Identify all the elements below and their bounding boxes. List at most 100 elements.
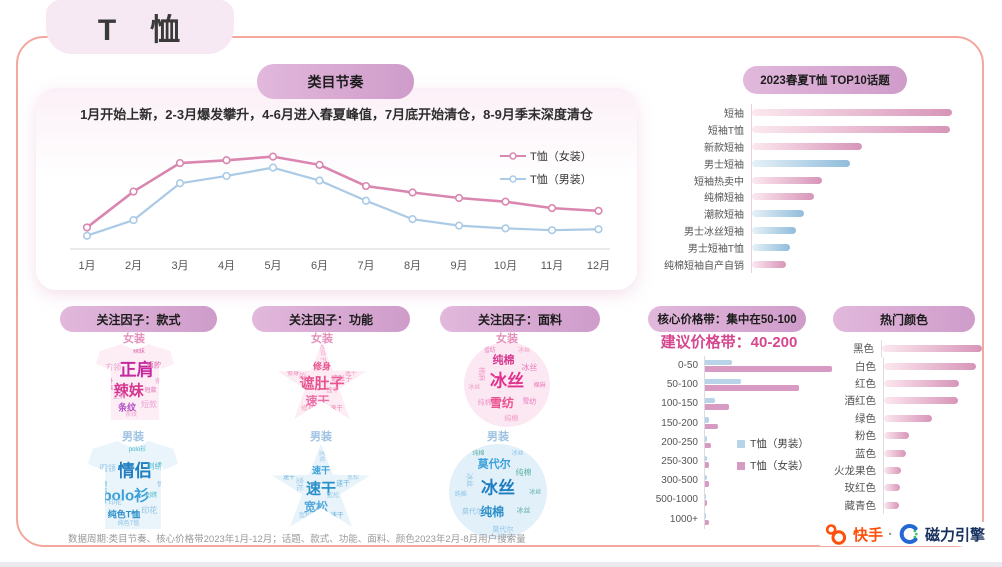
cloud-word: 纯棉 — [472, 450, 485, 457]
x-tick-label: 7月 — [357, 260, 374, 272]
color-bar — [884, 397, 958, 405]
cloud-word: 刺绣 — [147, 460, 163, 470]
topic-bar-area — [751, 205, 958, 223]
color-bar — [884, 379, 959, 387]
topic-bar — [752, 142, 862, 150]
color-bar-area — [883, 479, 982, 497]
data-point-marker — [175, 179, 185, 188]
cloud-word: 速干 — [344, 370, 357, 377]
topic-bar-area — [751, 137, 958, 155]
price-row: 250-300 — [640, 451, 840, 472]
price-bar-men — [705, 436, 707, 442]
cloud-word: 雪纺 — [483, 347, 496, 354]
topic-label: 短袖 — [724, 108, 744, 120]
cloud-word: 修身 — [312, 361, 332, 372]
cloud-word: 冰丝 — [518, 347, 531, 354]
price-bar-men — [705, 513, 707, 519]
color-row: 藏青色 — [822, 496, 982, 514]
cloud-word: 冰丝 — [465, 473, 473, 488]
cloud-word: 冰丝 — [468, 384, 481, 391]
price-legend-label-women: T恤（女装） — [750, 460, 809, 472]
cloud-word: 圆领 — [99, 480, 107, 494]
x-tick-label: 5月 — [264, 260, 281, 272]
top10-topics-chart: 短袖 短袖T恤 新款短袖 男士短袖 短袖热卖中 纯棉短袖 潮款短袖 男士冰丝短袖 男士短袖T恤纯… — [648, 104, 958, 273]
legend-item-women: T恤（女装） — [500, 148, 592, 164]
cloud-word: 莫代尔 — [477, 458, 511, 471]
cloud-word: 莫代尔 — [492, 526, 514, 533]
price-row: 1000+ — [640, 509, 840, 529]
price-bar-women — [705, 500, 707, 506]
style-female-wordcloud: 正肩 辣妹 条纹 方领 短款 短款 方领 条纹 辣妹 正肩 短款 条纹 — [96, 344, 174, 420]
price-tick-label: 300-500 — [661, 475, 698, 487]
color-label: 粉色 — [855, 430, 876, 443]
topic-label: 纯棉短袖自产自销 — [664, 260, 744, 272]
price-bar-men — [705, 493, 707, 500]
factor-function-header: 关注因子：功能 — [252, 306, 410, 332]
cloud-word: 情侣 — [117, 461, 152, 481]
topic-row: 短袖T恤 — [648, 120, 958, 138]
x-tick-label: 11月 — [541, 260, 563, 272]
color-bar — [884, 466, 901, 474]
cloud-word: polo衫 — [128, 446, 147, 453]
cloud-word: 正肩 — [119, 360, 154, 380]
wordcloud-shape: 冰丝 雪纺 纯棉 棉麻 冰丝 纯棉 雪纺 冰丝 棉麻 纯棉 雪纺 冰丝 — [464, 342, 550, 427]
cloud-word: 纯色T恤 — [107, 509, 141, 520]
function-male-wordcloud: 速干 宽松 速干 宽松 速干 宽松 速干 宽松 速干 宽松 速干 宽松 — [271, 444, 371, 534]
cloud-word: 修身 — [287, 370, 300, 377]
price-row: 50-100 — [640, 375, 840, 395]
wordcloud-shape: 正肩 辣妹 条纹 方领 短款 短款 方领 条纹 辣妹 正肩 短款 条纹 — [96, 344, 174, 420]
data-point-marker — [594, 206, 603, 215]
men-swatch-icon — [737, 439, 745, 448]
price-bar-group — [704, 356, 840, 376]
color-bar — [884, 362, 976, 370]
kuaishou-logo-icon — [825, 524, 847, 545]
topic-row: 男士冰丝短袖 — [648, 222, 958, 240]
color-bar-area — [881, 340, 982, 358]
price-bar-women — [705, 423, 718, 430]
factor-fabric-header: 关注因子：面料 — [440, 306, 600, 332]
style-male-label: 男装 — [122, 431, 144, 443]
topic-label: 男士短袖T恤 — [687, 244, 744, 256]
wordcloud-shape: 冰丝 纯棉 莫代尔 冰丝 纯棉 莫代尔 冰丝 纯棉 冰丝 莫代尔 纯棉 冰丝 — [449, 444, 547, 539]
color-bar — [884, 414, 932, 422]
cloud-word: 纯棉 — [515, 467, 532, 477]
rhythm-line-svg: 1月 2月 3月 4月 5月 6月 7月 8月 9月 10月 11月 12月 — [70, 152, 610, 272]
color-row: 蓝色 — [822, 444, 982, 462]
color-row: 黑色 — [822, 340, 982, 358]
wordcloud-shape: 速干 宽松 速干 宽松 速干 宽松 速干 宽松 速干 宽松 速干 宽松 — [272, 444, 370, 527]
fabric-female-wordcloud: 冰丝 雪纺 纯棉 棉麻 冰丝 纯棉 雪纺 冰丝 棉麻 纯棉 雪纺 冰丝 — [464, 342, 550, 427]
price-legend-label-men: T恤（男装） — [750, 438, 809, 450]
price-bar-women — [705, 481, 710, 487]
hot-colors-chart: 黑色 白色 红色 酒红色 绿色 粉色 蓝色 火龙果色 玫红色 藏青色 — [822, 340, 982, 514]
data-point-marker — [222, 156, 231, 165]
data-point-marker — [268, 163, 278, 172]
data-point-marker — [547, 226, 557, 235]
topic-bar — [752, 159, 850, 167]
topic-bar-area — [751, 188, 958, 206]
price-bar-women — [705, 442, 711, 449]
price-bar-group — [704, 471, 840, 491]
color-label: 黑色 — [853, 343, 874, 356]
price-bar-women — [705, 404, 730, 410]
topic-bar — [752, 108, 952, 116]
data-point-marker — [222, 171, 231, 181]
topic-label: 短袖热卖中 — [694, 176, 744, 188]
cloud-word: 条纹 — [118, 402, 137, 413]
cloud-word: 纯色T恤 — [117, 520, 140, 527]
cloud-word: 冰丝 — [511, 450, 524, 457]
data-point-marker — [408, 215, 417, 224]
hot-colors-header: 热门颜色 — [833, 306, 975, 332]
cloud-word: 短款 — [146, 360, 162, 370]
price-tick-label: 100-150 — [661, 398, 698, 410]
wordcloud-shape: 情侣 polo衫 纯色T恤 圆领 刺绣 印花 圆领 情侣 polo衫 印花 刺绣 纯色T恤 — [88, 441, 178, 529]
price-bar-men — [705, 417, 709, 423]
color-bar — [882, 345, 982, 353]
cloud-word: 短款 — [141, 399, 158, 409]
rhythm-annotation: 1月开始上新，2-3月爆发攀升，4-6月进入春夏峰值，7月底开始清仓，8-9月季… — [80, 107, 593, 122]
topic-row: 潮款短袖 — [648, 205, 958, 223]
cloud-word: 正肩 — [112, 392, 126, 400]
cloud-word: 宽松 — [295, 476, 303, 491]
price-bar-men — [705, 455, 707, 462]
cloud-word: 棉麻 — [533, 383, 546, 390]
topic-row: 纯棉短袖 — [648, 188, 958, 206]
